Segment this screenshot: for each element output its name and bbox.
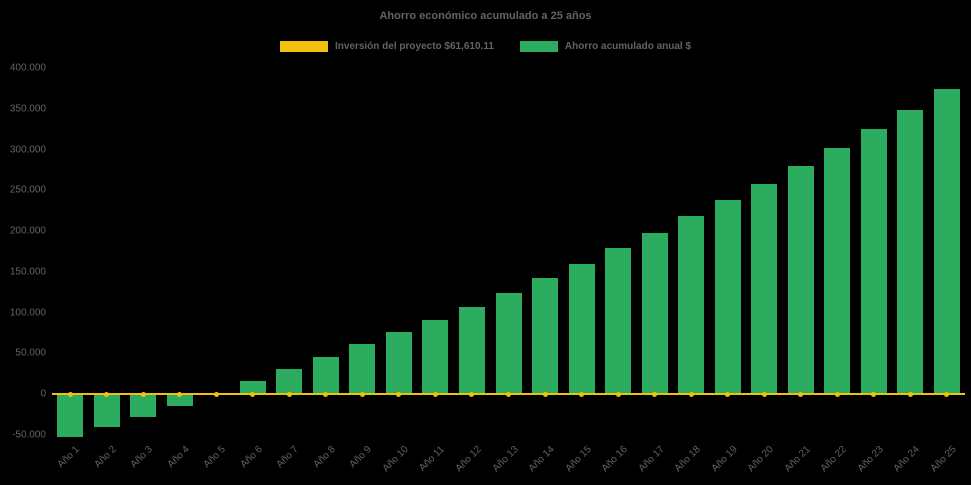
x-tick-label: Año 5 <box>201 444 229 471</box>
x-tick-label: Año 25 <box>928 444 959 475</box>
investment-line-marker <box>506 391 511 397</box>
investment-line-marker <box>652 391 658 397</box>
yellow-line-swatch-icon <box>279 41 328 52</box>
x-tick-label: Año 17 <box>636 444 667 475</box>
y-tick-label: 200.000 <box>9 225 46 237</box>
bar <box>385 332 412 395</box>
investment-line-marker <box>688 391 694 397</box>
bar <box>422 320 449 395</box>
bar <box>166 394 193 406</box>
investment-line-marker <box>834 391 840 397</box>
y-tick-label: 0 <box>40 388 46 400</box>
bar <box>897 109 924 395</box>
x-tick-label: Año 14 <box>526 444 557 475</box>
bar <box>532 278 559 395</box>
legend: Inversión del proyecto $61,610.11 Ahorro… <box>0 41 971 52</box>
bar <box>641 232 668 395</box>
x-tick-label: Año 23 <box>855 444 886 475</box>
bar <box>312 356 339 395</box>
x-tick-label: Año 7 <box>274 444 302 471</box>
bar <box>678 216 705 395</box>
bar <box>93 394 120 427</box>
investment-line-marker <box>359 391 365 397</box>
investment-line-marker <box>761 391 767 397</box>
legend-label-savings: Ahorro acumulado anual $ <box>564 41 692 52</box>
x-tick-label: Año 21 <box>782 444 813 475</box>
x-tick-label: Año 2 <box>92 444 119 471</box>
x-tick-label: Año 20 <box>745 444 776 475</box>
x-tick-label: Año 18 <box>672 444 703 475</box>
y-tick-label: 150.000 <box>9 266 46 278</box>
bar <box>751 183 778 395</box>
investment-line-marker <box>396 391 402 397</box>
legend-label-investment: Inversión del proyecto $61,610.11 <box>334 41 494 52</box>
bar <box>568 263 595 395</box>
legend-item-savings: Ahorro acumulado anual $ <box>519 41 692 52</box>
legend-item-investment: Inversión del proyecto $61,610.11 <box>279 41 494 52</box>
x-tick-label: Año 15 <box>563 444 594 475</box>
bar <box>787 165 814 395</box>
x-tick-label: Año 12 <box>453 444 484 475</box>
bar <box>605 248 632 395</box>
investment-line-marker <box>944 391 950 397</box>
investment-line-marker <box>250 391 256 397</box>
y-tick-label: 50.000 <box>15 347 46 359</box>
investment-line-marker <box>286 391 292 397</box>
investment-line-marker <box>615 391 621 397</box>
bar <box>860 129 887 395</box>
investment-line-marker <box>67 391 73 397</box>
x-tick-label: Año 13 <box>490 444 521 475</box>
x-tick-label: Año 16 <box>599 444 630 475</box>
y-tick-label: 300.000 <box>9 144 46 156</box>
bar <box>495 293 522 395</box>
x-tick-label: Año 8 <box>311 444 338 471</box>
x-tick-label: Año 4 <box>165 444 192 471</box>
x-tick-label: Año 1 <box>55 444 83 471</box>
investment-line-marker <box>798 391 804 397</box>
investment-line-marker <box>104 391 110 397</box>
investment-line-marker <box>542 391 548 397</box>
x-tick-label: Año 9 <box>347 444 375 471</box>
investment-line-marker <box>871 391 877 397</box>
investment-line-marker <box>177 391 183 397</box>
y-tick-label: 350.000 <box>9 103 46 115</box>
investment-line-marker <box>725 391 731 397</box>
x-tick-label: Año 24 <box>891 444 922 475</box>
investment-line-marker <box>432 391 438 397</box>
bar <box>57 394 84 437</box>
investment-line-marker <box>469 391 475 397</box>
y-tick-label: 100.000 <box>9 307 46 319</box>
x-tick-label: Año 19 <box>709 444 740 475</box>
y-tick-label: -50.000 <box>12 429 46 441</box>
bar <box>130 394 157 418</box>
bar <box>349 344 376 395</box>
green-bar-swatch-icon <box>519 41 558 52</box>
x-tick-label: Año 3 <box>128 444 156 471</box>
investment-line-marker <box>323 391 329 397</box>
investment-line-marker <box>213 391 219 397</box>
investment-line-marker <box>907 391 913 397</box>
y-tick-label: 400.000 <box>9 62 46 74</box>
investment-line-marker <box>579 391 585 397</box>
x-tick-label: Año 10 <box>380 444 411 475</box>
x-tick-label: Año 11 <box>417 444 448 474</box>
bar <box>714 200 741 395</box>
bar <box>276 368 303 395</box>
y-tick-label: 250.000 <box>9 184 46 196</box>
bar <box>239 381 266 395</box>
bar <box>933 89 960 395</box>
bar <box>824 147 851 395</box>
chart-title: Ahorro económico acumulado a 25 años <box>379 10 592 22</box>
x-tick-label: Año 6 <box>238 444 265 471</box>
x-tick-label: Año 22 <box>818 444 849 475</box>
bar <box>458 306 485 395</box>
investment-line-marker <box>140 391 146 397</box>
